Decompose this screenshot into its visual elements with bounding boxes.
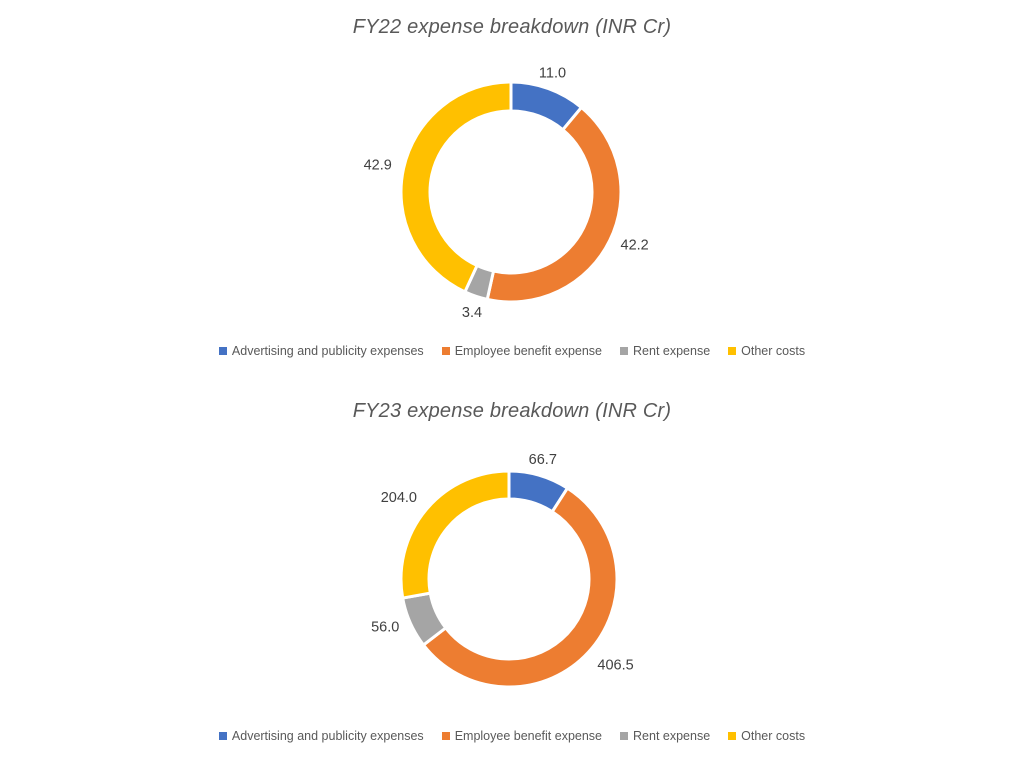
legend-marker-advertising-and-publicity-expenses-icon [218,732,227,740]
data-label-employee-benefit-expense: 42.2 [621,238,649,254]
legend-item-rent-expense: Rent expense [620,729,710,743]
legend-marker-rent-expense-icon [620,732,629,740]
fy23-legend: Advertising and publicity expenses Employ… [0,729,1024,743]
legend-marker-advertising-and-publicity-expenses-icon [218,347,227,355]
data-label-rent-expense: 56.0 [371,619,399,635]
legend-item-advertising-and-publicity-expenses: Advertising and publicity expenses [218,729,424,743]
legend-label-advertising-and-publicity-expenses: Advertising and publicity expenses [231,344,424,358]
legend-item-other-costs: Other costs [728,344,805,358]
legend-label-employee-benefit-expense: Employee benefit expense [454,344,603,358]
legend-item-employee-benefit-expense: Employee benefit expense [441,729,603,743]
data-label-other-costs: 204.0 [381,490,417,506]
legend-marker-other-costs-icon [728,347,737,355]
data-label-rent-expense: 3.4 [462,305,482,321]
legend-label-advertising-and-publicity-expenses: Advertising and publicity expenses [231,729,424,743]
legend-item-advertising-and-publicity-expenses: Advertising and publicity expenses [218,344,424,358]
legend-label-rent-expense: Rent expense [633,729,711,743]
fy22-chart-title: FY22 expense breakdown (INR Cr) [352,16,672,38]
legend-label-rent-expense: Rent expense [633,344,711,358]
legend-marker-employee-benefit-expense-icon [441,732,450,740]
data-label-advertising-and-publicity-expenses: 66.7 [529,452,557,468]
legend-label-employee-benefit-expense: Employee benefit expense [454,729,603,743]
legend-marker-rent-expense-icon [620,347,629,355]
fy23-chart-title: FY23 expense breakdown (INR Cr) [352,400,672,422]
legend-label-other-costs: Other costs [741,729,806,743]
fy22-donut-chart: 11.0 42.2 3.4 42.9 [364,65,649,321]
legend-item-employee-benefit-expense: Employee benefit expense [441,344,603,358]
donut-segment-other-costs [399,80,513,294]
data-label-advertising-and-publicity-expenses: 11.0 [539,65,566,81]
legend-label-other-costs: Other costs [741,344,806,358]
donut-segment-employee-benefit-expense [485,105,623,304]
donut-segment-other-costs [399,469,511,600]
donut-segment-employee-benefit-expense [421,486,619,689]
data-label-other-costs: 42.9 [364,158,392,174]
fy23-donut-chart: 66.7 406.5 56.0 204.0 [371,452,634,689]
data-label-employee-benefit-expense: 406.5 [597,658,633,674]
legend-marker-employee-benefit-expense-icon [441,347,450,355]
fy22-legend: Advertising and publicity expenses Employ… [0,344,1024,358]
legend-item-rent-expense: Rent expense [620,344,710,358]
legend-marker-other-costs-icon [728,732,737,740]
legend-item-other-costs: Other costs [728,729,805,743]
